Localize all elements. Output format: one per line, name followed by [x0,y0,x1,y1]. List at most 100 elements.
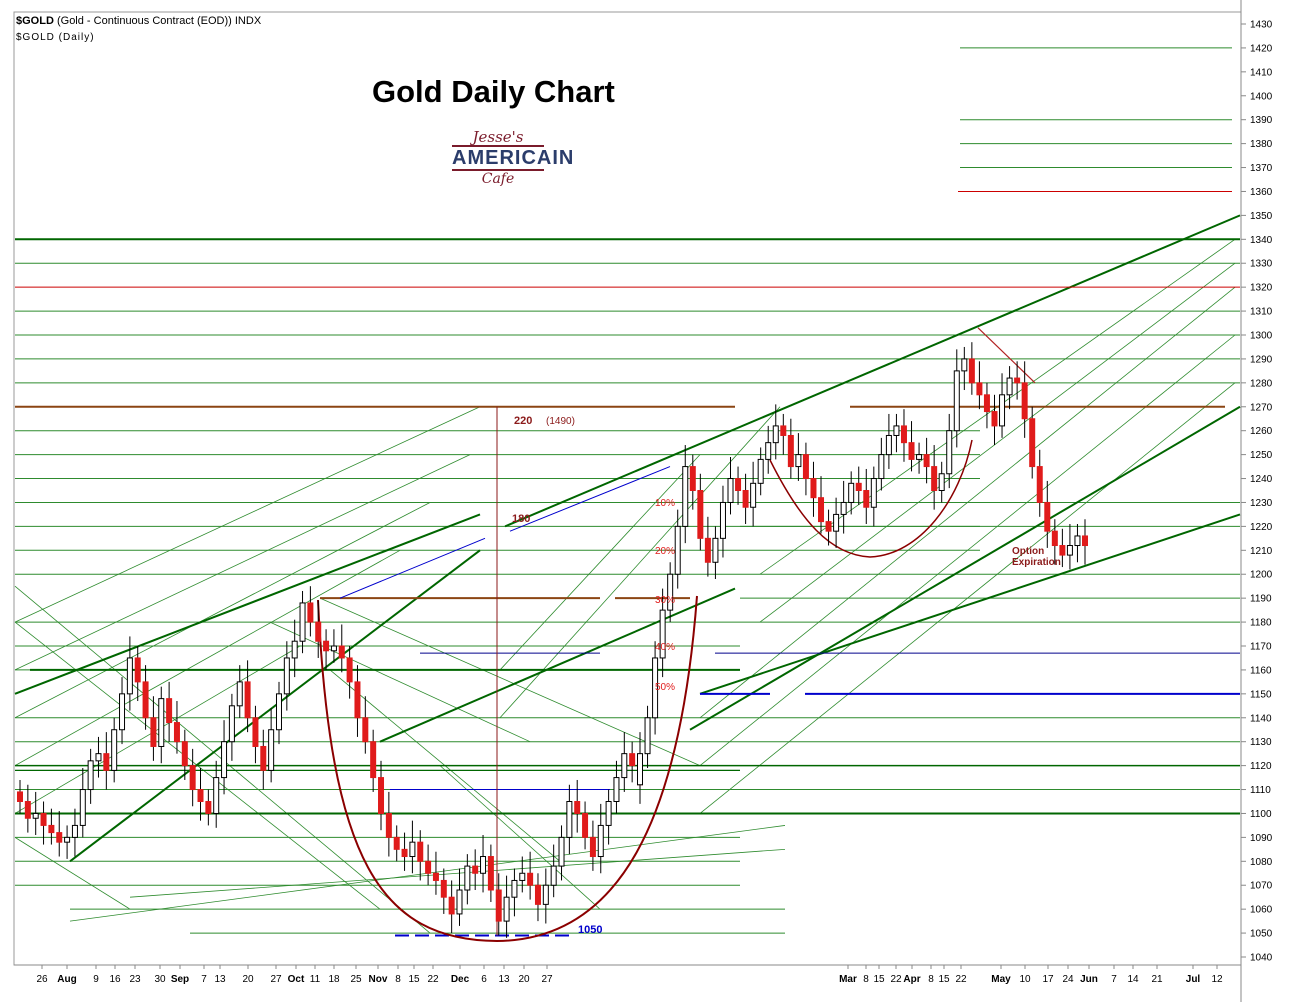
major-channel-line [14,513,481,695]
y-tick-label: 1190 [1250,594,1272,605]
candle-up [916,454,923,460]
candle-down [150,717,157,747]
candle-up [542,884,549,905]
candle-down [142,681,149,719]
candle-down [983,394,990,413]
y-tick-label: 1150 [1250,689,1272,700]
candle-down [315,621,322,642]
candle-down [923,454,930,468]
major-channel-line [379,587,736,743]
candle-up [757,458,764,484]
candle-up [519,872,526,881]
exchange-text: INDX [234,15,262,27]
x-tick-label: 20 [242,974,254,985]
candle-down [166,698,173,724]
candle-up [558,836,565,867]
candle-up [878,454,885,480]
y-tick-label: 1040 [1250,953,1273,964]
x-tick-label: 8 [863,974,869,985]
candle-up [961,358,968,372]
major-channel-line [69,549,481,863]
candle-down [40,812,47,826]
x-tick-label: Sep [171,974,189,985]
candle-up [727,478,734,503]
candle-down [1059,545,1066,556]
candle-down [134,657,141,683]
retracement-label: 40% [655,642,675,653]
major-channel-line [699,513,1241,695]
pennant-line [977,327,1036,384]
candle-down [307,602,314,623]
candle-down [103,753,110,771]
y-tick-label: 1380 [1250,139,1273,150]
y-tick-label: 1080 [1250,857,1273,868]
x-tick-label: Oct [288,974,305,985]
candle-up [946,430,953,475]
y-tick-label: 1100 [1250,809,1272,820]
chart-title: Gold Daily Chart [372,74,615,109]
candle-up [550,865,557,886]
y-tick-label: 1070 [1250,881,1273,892]
channel-line [499,406,781,719]
y-tick-label: 1240 [1250,474,1273,485]
candle-up [268,729,275,771]
candle-up [71,824,78,838]
candle-down [1029,418,1036,468]
y-tick-label: 1280 [1250,378,1273,389]
x-tick-label: 12 [1211,974,1223,985]
candle-down [252,717,259,747]
plot-frame [13,11,1242,966]
period-header: $GOLD (Daily) [16,32,95,43]
candle-down [338,645,345,659]
candle-up [637,753,643,786]
candle-down [742,490,749,508]
measure-target-label: (1490) [546,416,575,427]
event-label-line-1: Option [1012,546,1044,557]
channel-line [699,286,1236,719]
candle-up [511,879,518,898]
y-tick-label: 1200 [1250,570,1273,581]
candle-down [534,884,541,905]
candle-down [574,801,581,814]
y-tick-label: 1050 [1250,929,1273,940]
candle-up [236,681,243,707]
candle-up [228,705,235,743]
candle-down [346,657,353,683]
candle-up [621,753,628,779]
x-tick-label: 7 [201,974,207,985]
candle-down [197,789,204,802]
candle-up [953,370,960,432]
y-tick-label: 1320 [1250,283,1273,294]
logo-line-2: AMERICAIN [452,145,575,171]
candle-up [848,482,855,503]
cup-bottom-label: 1050 [578,924,602,936]
y-tick-label: 1220 [1250,522,1273,533]
candle-up [644,717,651,755]
logo-line-1: Jesse's [472,128,524,146]
candle-up [652,657,659,719]
y-tick-label: 1340 [1250,235,1273,246]
candle-up [999,394,1006,427]
candle-down [425,860,432,874]
symbol-header: $GOLD (Gold - Continuous Contract (EOD))… [16,15,261,27]
candle-up [840,501,847,515]
symbol-text: $GOLD [16,15,54,27]
channel-line [499,454,701,671]
candle-up [1066,545,1073,556]
y-tick-label: 1230 [1250,498,1273,509]
candle-down [370,741,377,779]
x-tick-label: Jul [1186,974,1201,985]
candle-up [667,573,674,611]
candle-down [787,434,794,468]
candle-up [750,482,757,508]
candle-up [283,657,290,695]
x-tick-label: 14 [1127,974,1139,985]
y-tick-label: 1110 [1250,785,1271,796]
candle-up [111,729,118,771]
channel-line [129,848,786,898]
candle-up [87,760,94,791]
y-tick-label: 1400 [1250,91,1273,102]
candle-down [244,681,251,719]
candle-up [795,454,802,468]
